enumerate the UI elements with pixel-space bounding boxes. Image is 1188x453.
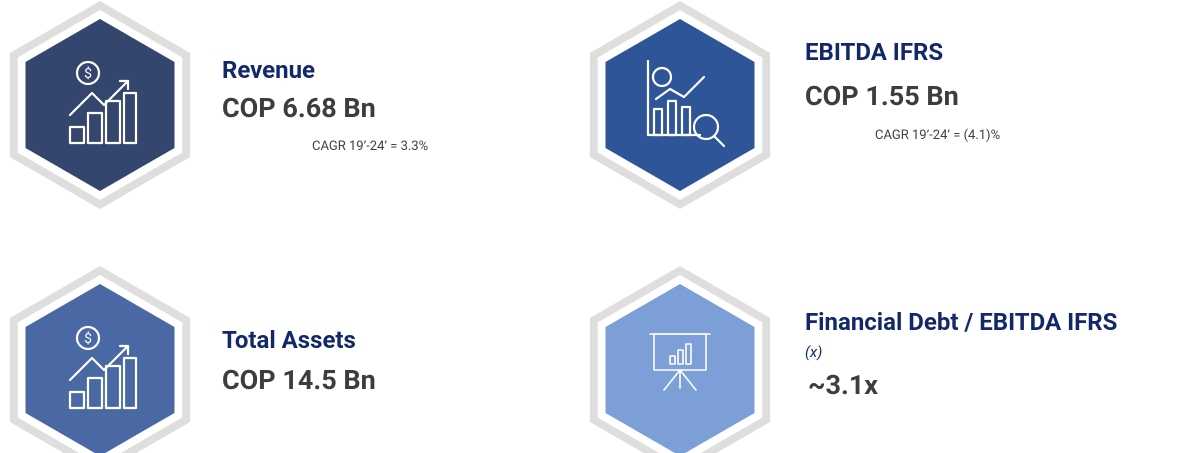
debt-icon bbox=[649, 333, 711, 391]
svg-text:$: $ bbox=[84, 65, 92, 82]
hexagon bbox=[605, 19, 755, 191]
kpi-note: CAGR 19’-24’ = 3.3% bbox=[312, 139, 428, 154]
hexagon bbox=[25, 284, 175, 453]
hexagon bbox=[605, 284, 755, 453]
ebitda-icon bbox=[646, 59, 726, 148]
revenue-icon: $ bbox=[68, 60, 138, 145]
kpi-title: Financial Debt / EBITDA IFRS bbox=[805, 308, 1117, 336]
kpi-value: ~3.1x bbox=[808, 369, 878, 401]
hexagon bbox=[25, 19, 175, 191]
assets-icon: $ bbox=[68, 325, 138, 410]
kpi-title: Revenue bbox=[222, 56, 315, 84]
kpi-title: Total Assets bbox=[222, 326, 356, 354]
svg-text:$: $ bbox=[84, 330, 92, 347]
kpi-value: COP 1.55 Bn bbox=[805, 80, 959, 112]
kpi-note: CAGR 19’-24’ = (4.1)% bbox=[875, 128, 1000, 143]
kpi-value: COP 6.68 Bn bbox=[222, 92, 376, 124]
kpi-title: EBITDA IFRS bbox=[805, 38, 943, 66]
kpi-subtitle: (x) bbox=[805, 343, 822, 361]
kpi-value: COP 14.5 Bn bbox=[222, 364, 376, 396]
